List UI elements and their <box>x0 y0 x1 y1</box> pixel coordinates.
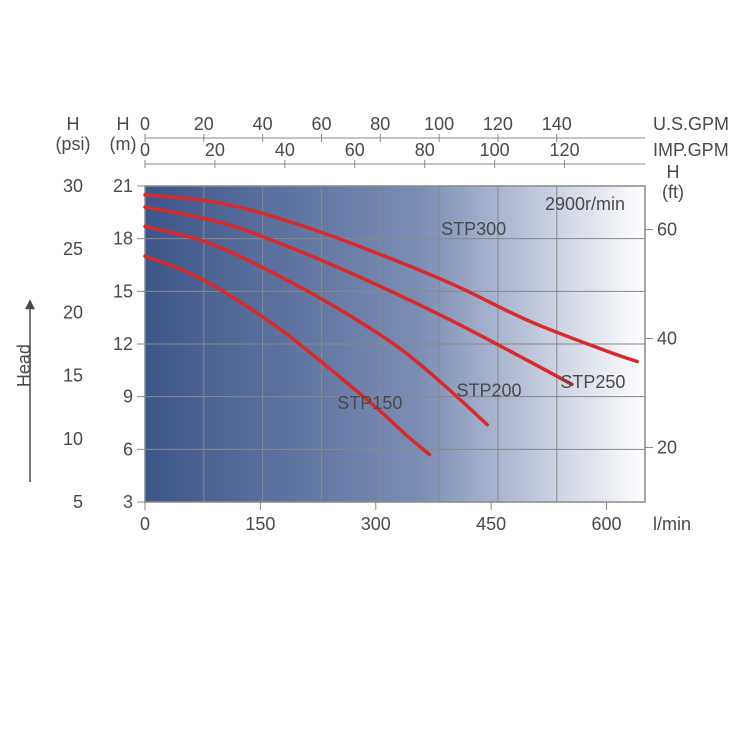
ticklabel-usgpm: 140 <box>542 114 572 134</box>
ticklabel-impgpm: 80 <box>415 140 435 160</box>
ticklabel-psi: 30 <box>63 176 83 196</box>
ticklabel-impgpm: 40 <box>275 140 295 160</box>
ticklabel-impgpm: 20 <box>205 140 225 160</box>
ticklabel-lmin: 450 <box>476 514 506 534</box>
axis-label-m-h: H <box>117 114 130 134</box>
ticklabel-m: 9 <box>123 387 133 407</box>
chart-svg: 020406080100120140U.S.GPM020406080100120… <box>0 0 750 750</box>
ticklabel-usgpm: 80 <box>370 114 390 134</box>
ticklabel-psi: 20 <box>63 302 83 322</box>
ticklabel-psi: 10 <box>63 429 83 449</box>
ticklabel-impgpm: 100 <box>480 140 510 160</box>
ticklabel-m: 18 <box>113 229 133 249</box>
axis-label-usgpm: U.S.GPM <box>653 114 729 134</box>
annotation-rpm: 2900r/min <box>545 194 625 214</box>
ticklabel-psi: 15 <box>63 366 83 386</box>
ticklabel-m: 12 <box>113 334 133 354</box>
axis-title-head: Head <box>14 344 34 387</box>
ticklabel-usgpm: 40 <box>253 114 273 134</box>
ticklabel-impgpm: 60 <box>345 140 365 160</box>
ticklabel-usgpm: 120 <box>483 114 513 134</box>
head-arrow-tip <box>25 299 35 309</box>
ticklabel-lmin: 300 <box>361 514 391 534</box>
ticklabel-usgpm: 20 <box>194 114 214 134</box>
ticklabel-ft: 40 <box>657 329 677 349</box>
axis-label-ft-unit: (ft) <box>662 182 684 202</box>
ticklabel-m: 3 <box>123 492 133 512</box>
series-label-stp200: STP200 <box>457 381 522 401</box>
ticklabel-m: 15 <box>113 281 133 301</box>
series-label-stp250: STP250 <box>560 372 625 392</box>
pump-performance-chart: 020406080100120140U.S.GPM020406080100120… <box>0 0 750 750</box>
ticklabel-lmin: 600 <box>592 514 622 534</box>
ticklabel-ft: 60 <box>657 220 677 240</box>
ticklabel-impgpm: 0 <box>140 140 150 160</box>
ticklabel-lmin: 0 <box>140 514 150 534</box>
ticklabel-m: 6 <box>123 439 133 459</box>
ticklabel-m: 21 <box>113 176 133 196</box>
ticklabel-psi: 25 <box>63 239 83 259</box>
series-label-stp300: STP300 <box>441 219 506 239</box>
series-label-stp150: STP150 <box>337 393 402 413</box>
axis-label-ft-h: H <box>667 162 680 182</box>
ticklabel-psi: 5 <box>73 492 83 512</box>
ticklabel-ft: 20 <box>657 438 677 458</box>
axis-label-psi-unit: (psi) <box>56 134 91 154</box>
ticklabel-impgpm: 120 <box>550 140 580 160</box>
axis-label-psi-h: H <box>67 114 80 134</box>
ticklabel-usgpm: 100 <box>424 114 454 134</box>
axis-label-impgpm: IMP.GPM <box>653 140 729 160</box>
ticklabel-lmin: 150 <box>245 514 275 534</box>
ticklabel-usgpm: 0 <box>140 114 150 134</box>
ticklabel-usgpm: 60 <box>311 114 331 134</box>
axis-label-m-unit: (m) <box>110 134 137 154</box>
axis-label-lmin: l/min <box>653 514 691 534</box>
